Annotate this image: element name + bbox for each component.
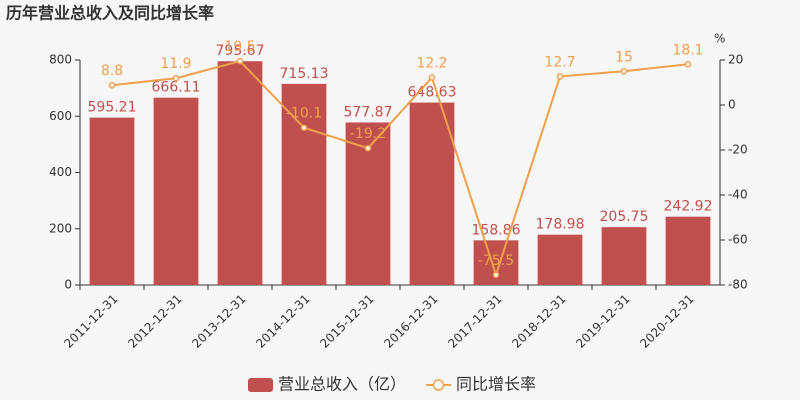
line-value-label: -75.5 <box>478 253 514 269</box>
line-point <box>236 57 244 65</box>
line-value-label: 8.8 <box>101 63 123 79</box>
bar-value-label: 648.63 <box>408 85 457 101</box>
bar <box>537 234 583 285</box>
bar-value-label: 595.21 <box>88 100 137 116</box>
line-point <box>620 68 628 75</box>
chart-title: 历年营业总收入及同比增长率 <box>6 4 214 23</box>
y2-tick-label: 0 <box>728 98 736 112</box>
bar <box>89 117 135 285</box>
y2-axis-label: % <box>714 32 725 46</box>
y-tick-label: 0 <box>64 278 72 292</box>
line-point <box>172 74 180 82</box>
line-point <box>428 74 436 81</box>
line-point <box>364 144 372 152</box>
legend-swatch <box>248 378 273 392</box>
line-value-label: 18.1 <box>672 42 703 58</box>
bar <box>665 216 711 285</box>
line-point <box>556 73 564 80</box>
y2-tick-label: -80 <box>728 278 748 292</box>
bar-value-label: 242.92 <box>664 199 713 215</box>
y2-tick-label: -20 <box>728 143 748 157</box>
y-tick-label: 600 <box>49 109 72 123</box>
legend-swatch-point <box>432 379 445 391</box>
bar <box>281 83 327 285</box>
legend-label: 同比增长率 <box>456 375 536 394</box>
bar <box>217 61 263 286</box>
line-value-label: -19.2 <box>350 126 386 142</box>
line-value-label: 12.7 <box>544 54 575 70</box>
y-tick-label: 800 <box>49 53 72 67</box>
bar-value-label: 205.75 <box>600 209 649 225</box>
bar-value-label: 577.87 <box>344 104 393 120</box>
y2-tick-label: -60 <box>728 233 748 247</box>
bar-value-label: 795.67 <box>216 43 265 59</box>
line-value-label: 12.2 <box>416 56 447 72</box>
line-point <box>684 61 692 68</box>
bar-value-label: 666.11 <box>152 80 201 96</box>
line-point <box>492 271 500 279</box>
y2-tick-label: -40 <box>728 188 748 202</box>
y2-tick-label: 20 <box>728 53 743 67</box>
line-value-label: 15 <box>615 49 633 65</box>
line-value-label: 11.9 <box>160 56 191 72</box>
legend-label: 营业总收入（亿） <box>278 375 406 394</box>
y-tick-label: 400 <box>49 165 72 179</box>
line-value-label: -10.1 <box>286 106 322 122</box>
y-tick-label: 200 <box>49 221 72 235</box>
line-point <box>300 124 308 131</box>
line <box>111 60 689 279</box>
bar-value-label: 178.98 <box>536 217 585 233</box>
bar-value-label: 715.13 <box>280 66 329 82</box>
bar <box>153 97 199 286</box>
bar <box>601 227 647 285</box>
bar <box>409 102 455 285</box>
line-value-label: 19.5 <box>224 39 255 55</box>
line-point <box>108 81 116 89</box>
